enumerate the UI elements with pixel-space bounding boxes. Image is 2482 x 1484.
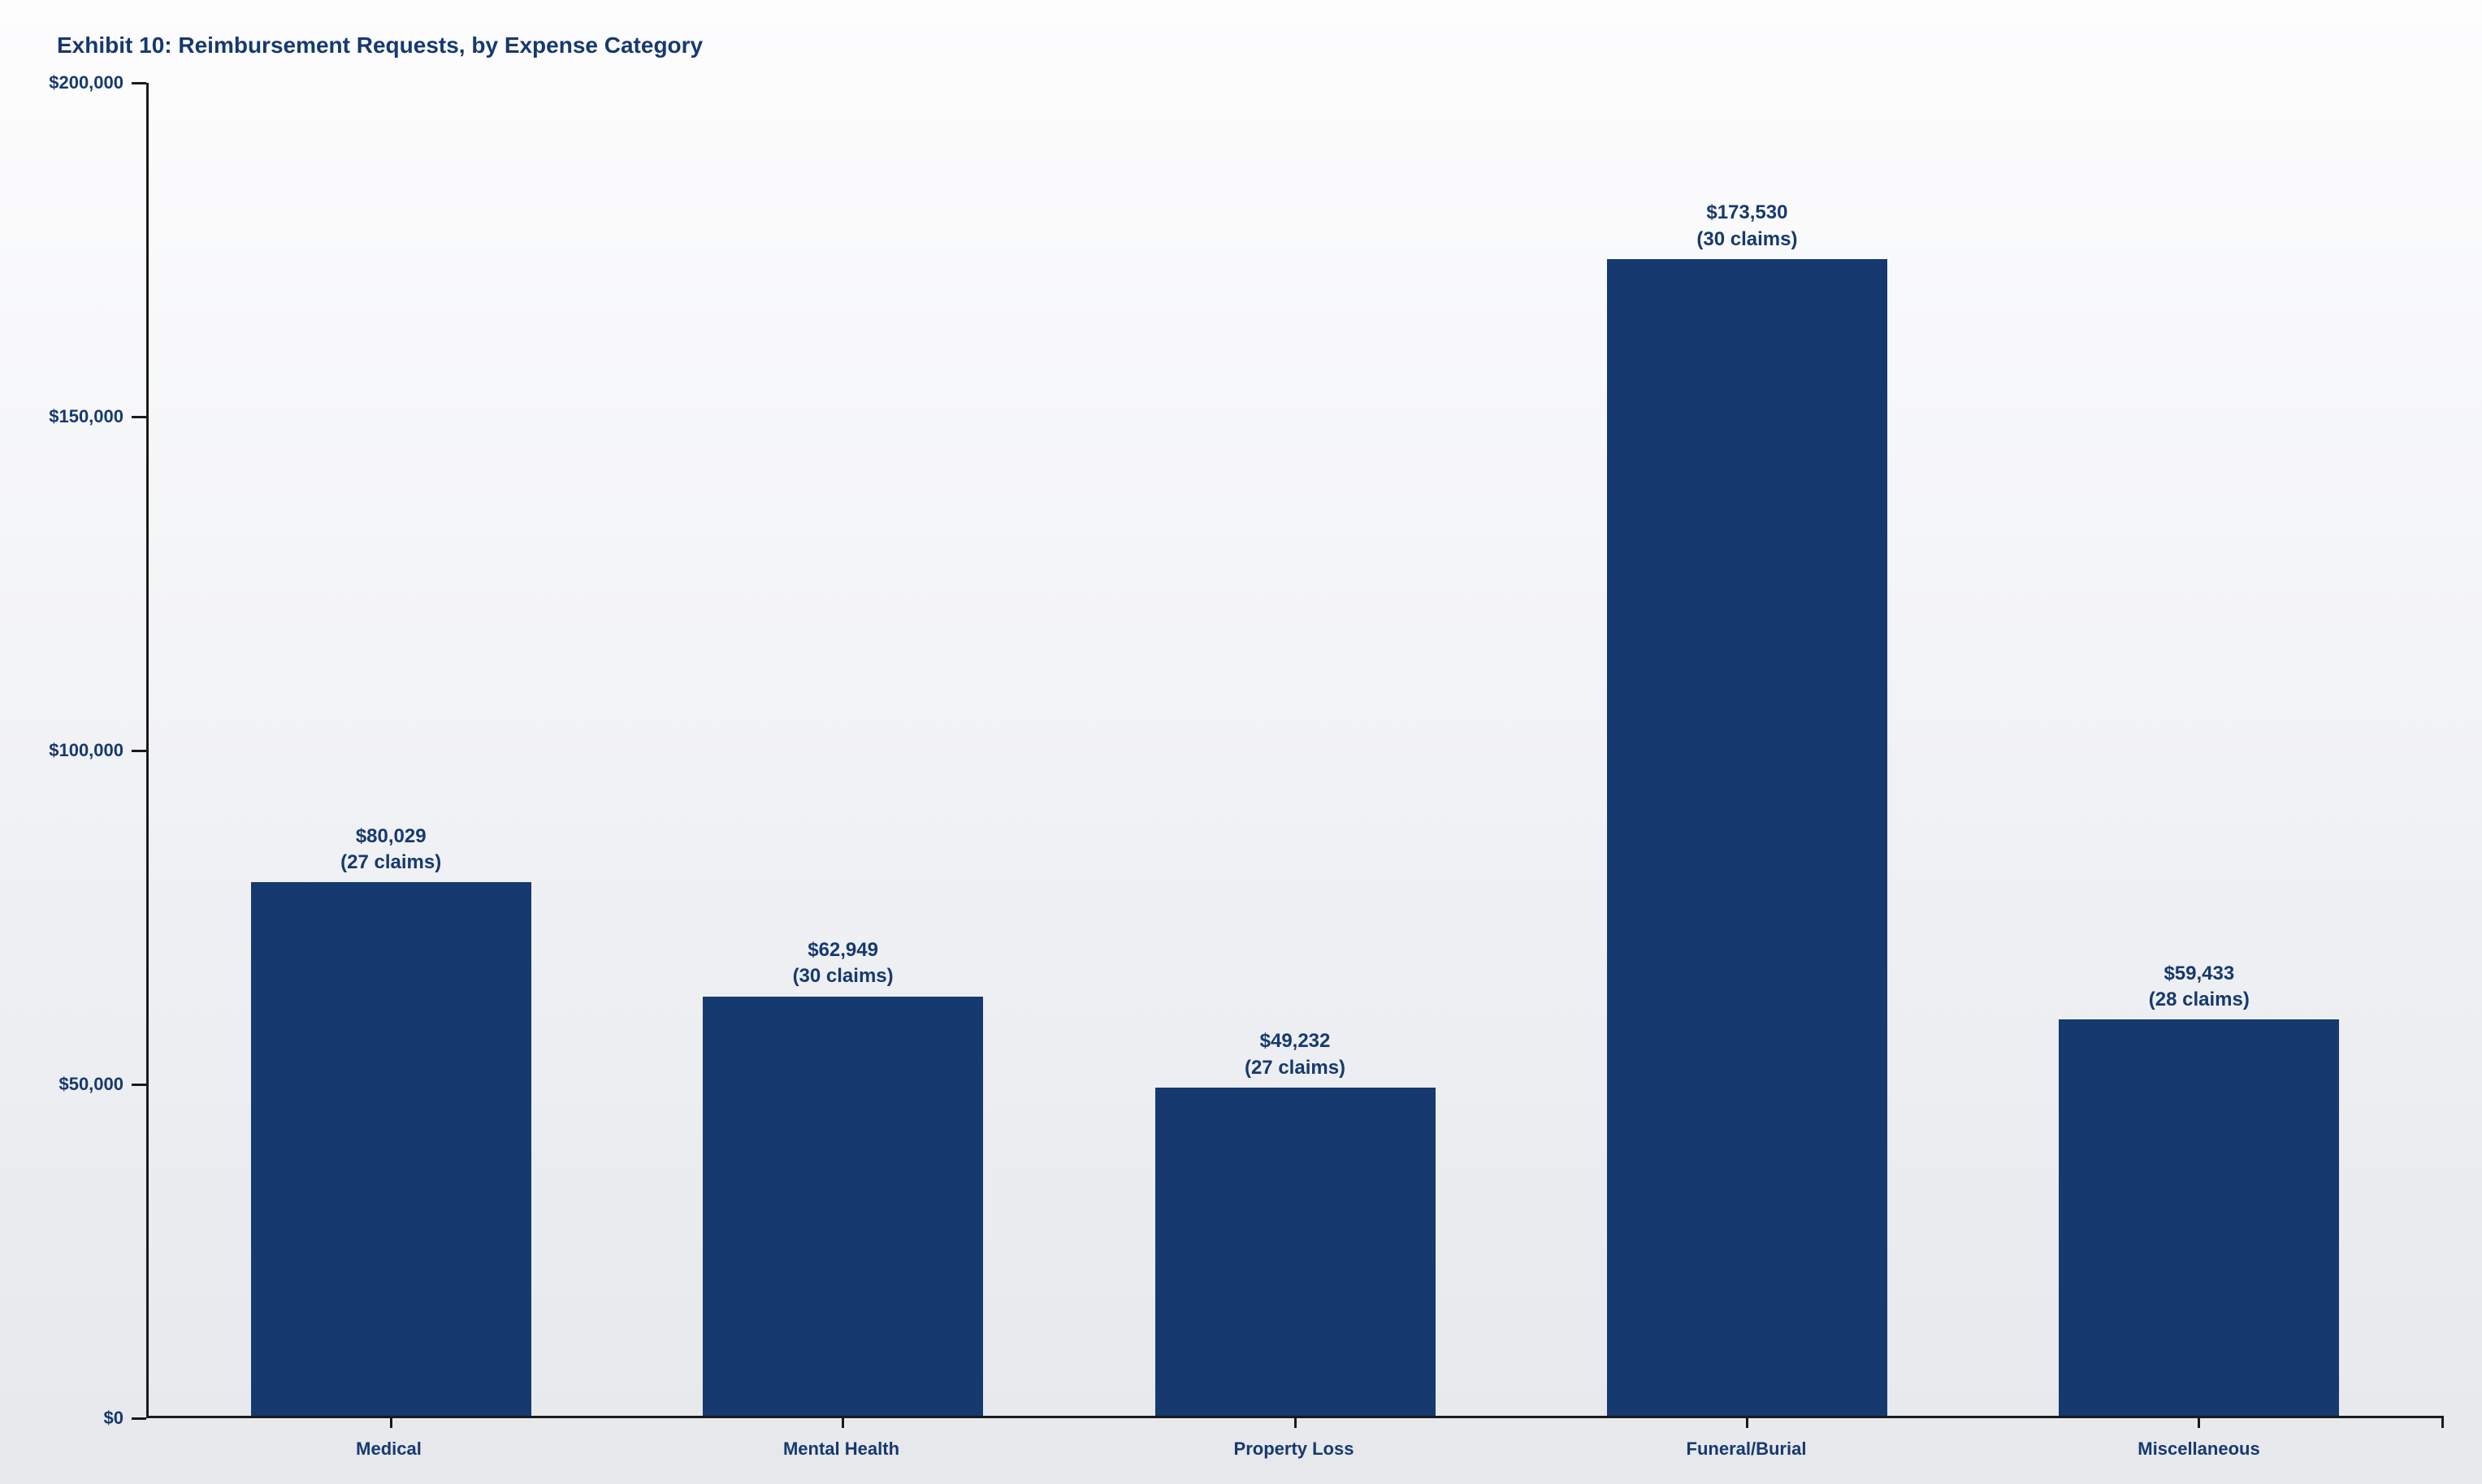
bar-value-label: $80,029(27 claims) bbox=[340, 824, 441, 876]
bar-value-label: $49,232(27 claims) bbox=[1245, 1028, 1345, 1081]
plot-area: $80,029(27 claims)$62,949(30 claims)$49,… bbox=[146, 83, 2441, 1418]
bar-slot: $59,433(28 claims) bbox=[1973, 83, 2425, 1416]
y-tick-label: $200,000 bbox=[49, 72, 123, 93]
bar-slot: $62,949(30 claims) bbox=[617, 83, 1068, 1416]
y-tick-mark bbox=[132, 1084, 146, 1086]
x-label: Miscellaneous bbox=[1973, 1439, 2425, 1460]
bar-value-label: $62,949(30 claims) bbox=[793, 937, 894, 990]
bar bbox=[1155, 1088, 1436, 1416]
y-axis: $0$50,000$100,000$150,000$200,000 bbox=[41, 83, 146, 1418]
bar-claims: (30 claims) bbox=[793, 963, 894, 989]
bar bbox=[703, 997, 983, 1416]
reimbursement-chart: Exhibit 10: Reimbursement Requests, by E… bbox=[41, 32, 2441, 1460]
plot-row: $0$50,000$100,000$150,000$200,000 $80,02… bbox=[41, 83, 2441, 1418]
y-tick-label: $100,000 bbox=[49, 740, 123, 761]
y-tick-mark bbox=[132, 416, 146, 418]
y-tick-label: $150,000 bbox=[49, 406, 123, 427]
x-label: Property Loss bbox=[1068, 1439, 1520, 1460]
y-tick-mark bbox=[132, 750, 146, 752]
x-tick-mark bbox=[1294, 1416, 1297, 1428]
y-tick: $200,000 bbox=[49, 72, 146, 93]
bar bbox=[2059, 1019, 2339, 1416]
x-axis-end-tick bbox=[2441, 1416, 2444, 1428]
bar bbox=[1607, 259, 1887, 1416]
y-tick: $100,000 bbox=[49, 740, 146, 761]
x-tick-mark bbox=[390, 1416, 392, 1428]
bar-amount: $173,530 bbox=[1696, 200, 1797, 226]
x-tick-mark bbox=[2198, 1416, 2200, 1428]
y-tick: $0 bbox=[104, 1408, 146, 1429]
chart-title: Exhibit 10: Reimbursement Requests, by E… bbox=[41, 32, 2441, 58]
bar-amount: $59,433 bbox=[2149, 961, 2250, 987]
y-tick-label: $50,000 bbox=[58, 1074, 123, 1095]
bar-slot: $173,530(30 claims) bbox=[1521, 83, 1973, 1416]
bar-amount: $62,949 bbox=[793, 937, 894, 963]
bar-slot: $49,232(27 claims) bbox=[1069, 83, 1521, 1416]
bar bbox=[251, 882, 531, 1416]
bar-value-label: $173,530(30 claims) bbox=[1696, 200, 1797, 253]
y-tick-label: $0 bbox=[104, 1408, 123, 1429]
x-tick-mark bbox=[842, 1416, 844, 1428]
bar-claims: (27 claims) bbox=[1245, 1055, 1345, 1081]
y-tick-mark bbox=[132, 82, 146, 84]
bar-value-label: $59,433(28 claims) bbox=[2149, 961, 2250, 1014]
y-tick-mark bbox=[132, 1417, 146, 1420]
bar-claims: (27 claims) bbox=[340, 850, 441, 876]
x-tick-mark bbox=[1746, 1416, 1748, 1428]
bar-claims: (28 claims) bbox=[2149, 987, 2250, 1013]
bar-amount: $80,029 bbox=[340, 824, 441, 850]
x-label: Mental Health bbox=[615, 1439, 1068, 1460]
bar-slot: $80,029(27 claims) bbox=[165, 83, 617, 1416]
y-tick: $150,000 bbox=[49, 406, 146, 427]
y-tick: $50,000 bbox=[58, 1074, 146, 1095]
x-label: Medical bbox=[162, 1439, 615, 1460]
bar-claims: (30 claims) bbox=[1696, 227, 1797, 253]
bar-amount: $49,232 bbox=[1245, 1028, 1345, 1054]
x-label: Funeral/Burial bbox=[1520, 1439, 1973, 1460]
